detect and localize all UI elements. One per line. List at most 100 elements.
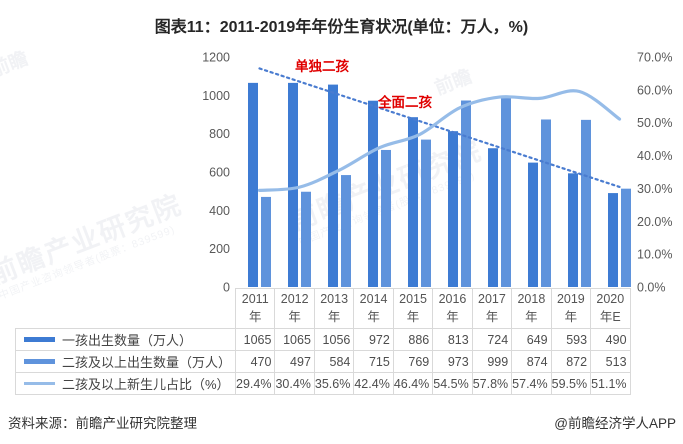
source-note: 资料来源：前瞻产业研究院整理 [8,416,197,431]
value-cell: 1065 [234,328,276,351]
series-label-cell: 一孩出生数量（万人） [15,328,236,351]
year-text: 2014 [359,292,388,306]
bar-first-child-births [448,131,458,287]
left-axis-tick-label: 1200 [202,51,230,65]
value-cell: 497 [274,350,315,373]
bar-second-child-births [421,139,431,287]
value-cell: 29.4% [234,372,276,395]
value-cell: 1065 [274,328,315,351]
value-cell: 1056 [313,328,355,351]
policy-annotation: 全面二孩 [377,94,432,110]
value-cell: 42.4% [353,372,394,395]
trend-line [258,67,621,188]
year-suffix: 年 [564,309,578,324]
right-axis-tick-label: 10.0% [637,248,672,262]
year-suffix: 年E [599,309,621,324]
left-axis-tick-label: 600 [209,166,230,180]
year-suffix: 年 [406,309,420,324]
bar-first-child-births [568,173,578,287]
bar-second-child-births [261,196,271,287]
series-name-text: 二孩及以上新生儿占比（%） [62,377,230,392]
year-cell: 2017 年 [471,288,513,329]
bar-first-child-births [248,82,258,287]
table-row: 二孩及以上新生儿占比（%） 29.4% 30.4% 35.6% 42.4% 46.4% 54… [15,372,631,395]
series-label: 二孩及以上新生儿占比（%） [17,374,235,393]
left-axis-tick-label: 800 [209,127,230,141]
bar-first-child-births [288,82,298,287]
value-cell: 593 [550,328,592,351]
value-cell: 59.5% [550,372,592,395]
year-suffix: 年 [327,309,341,324]
legend-bar-marker [24,359,55,364]
year-suffix: 年 [367,309,380,324]
series-label-cell: 二孩及以上新生儿占比（%） [15,372,236,395]
year-text: 2018 [517,292,546,306]
year-cell: 2011 年 [234,288,276,329]
value-cell: 769 [392,350,434,373]
year-cell: 2020 年E [590,288,631,329]
year-text: 2012 [280,292,309,306]
right-axis-tick-label: 30.0% [637,182,672,196]
value-cell: 35.6% [313,372,355,395]
bar-first-child-births [488,148,498,287]
right-axis-tick-label: 40.0% [637,149,672,163]
birth-data-table: 2011 年 2012 年 2013 年 2014 年 2015 年 2016 年 2017 年 2018 年… [15,288,631,395]
year-cell: 2015 年 [392,288,434,329]
second-child-ratio-line [257,89,622,192]
value-cell: 51.1% [590,372,631,395]
year-suffix: 年 [525,309,538,324]
value-cell: 57.8% [471,372,513,395]
bar-second-child-births [381,149,391,287]
right-axis-tick-label: 20.0% [637,215,672,229]
right-axis-tick-label: 50.0% [637,116,672,130]
right-axis-tick-label: 70.0% [637,51,672,65]
left-axis-tick-label: 400 [209,204,230,218]
year-suffix: 年 [485,309,499,324]
value-cell: 872 [550,350,592,373]
bar-first-child-births [528,162,538,287]
value-cell: 470 [234,350,276,373]
value-cell: 649 [511,328,552,351]
legend-line-marker [24,382,55,385]
x-axis-label-row: 2011 年 2012 年 2013 年 2014 年 2015 年 2016 年 2017 年 2018 年… [16,288,631,329]
value-cell: 813 [432,328,473,351]
left-axis-tick-label: 200 [209,242,230,256]
value-cell: 972 [353,328,394,351]
bar-first-child-births [328,84,338,287]
chart-title: 图表11：2011-2019年年份生育状况(单位：万人，%) [154,19,529,36]
right-axis-tick-label: 60.0% [637,83,672,97]
year-cell: 2013 年 [313,288,355,329]
year-cell: 2019 年 [550,288,592,329]
right-axis-tick-label: 0.0% [637,281,666,293]
bar-second-child-births [341,175,351,287]
series-name-text: 一孩出生数量（万人） [62,333,193,348]
left-axis-tick-label: 1000 [202,89,230,103]
year-suffix: 年 [446,309,459,324]
year-text: 2020 [596,292,625,306]
bar-first-child-births [408,117,418,287]
series-name-text: 二孩及以上出生数量（万人） [62,355,232,370]
value-cell: 57.4% [511,372,552,395]
table-corner-cell [16,289,236,329]
bar-second-child-births [461,100,471,287]
legend-bar-marker [24,337,55,342]
bar-first-child-births [608,193,618,287]
year-suffix: 年 [288,309,301,324]
value-cell: 584 [313,350,355,373]
value-cell: 874 [511,350,552,373]
year-text: 2017 [478,292,506,306]
value-cell: 513 [590,350,631,373]
left-axis-tick-label: 0 [223,281,230,293]
year-text: 2019 [556,292,585,306]
value-cell: 30.4% [274,372,315,395]
year-text: 2011 [241,292,269,306]
series-label-cell: 二孩及以上出生数量（万人） [15,350,236,373]
year-cell: 2018 年 [511,288,552,329]
bar-second-child-births [301,191,311,287]
table-row: 一孩出生数量（万人） 1065 1065 1056 972 886 813 724 649 593… [15,328,631,351]
table-row: 二孩及以上出生数量（万人） 470 497 584 715 769 973 999 874 872… [15,350,631,373]
year-text: 2013 [320,292,349,306]
value-cell: 999 [471,350,513,373]
credit-note: @前瞻经济学人APP [554,416,676,431]
value-cell: 724 [471,328,513,351]
